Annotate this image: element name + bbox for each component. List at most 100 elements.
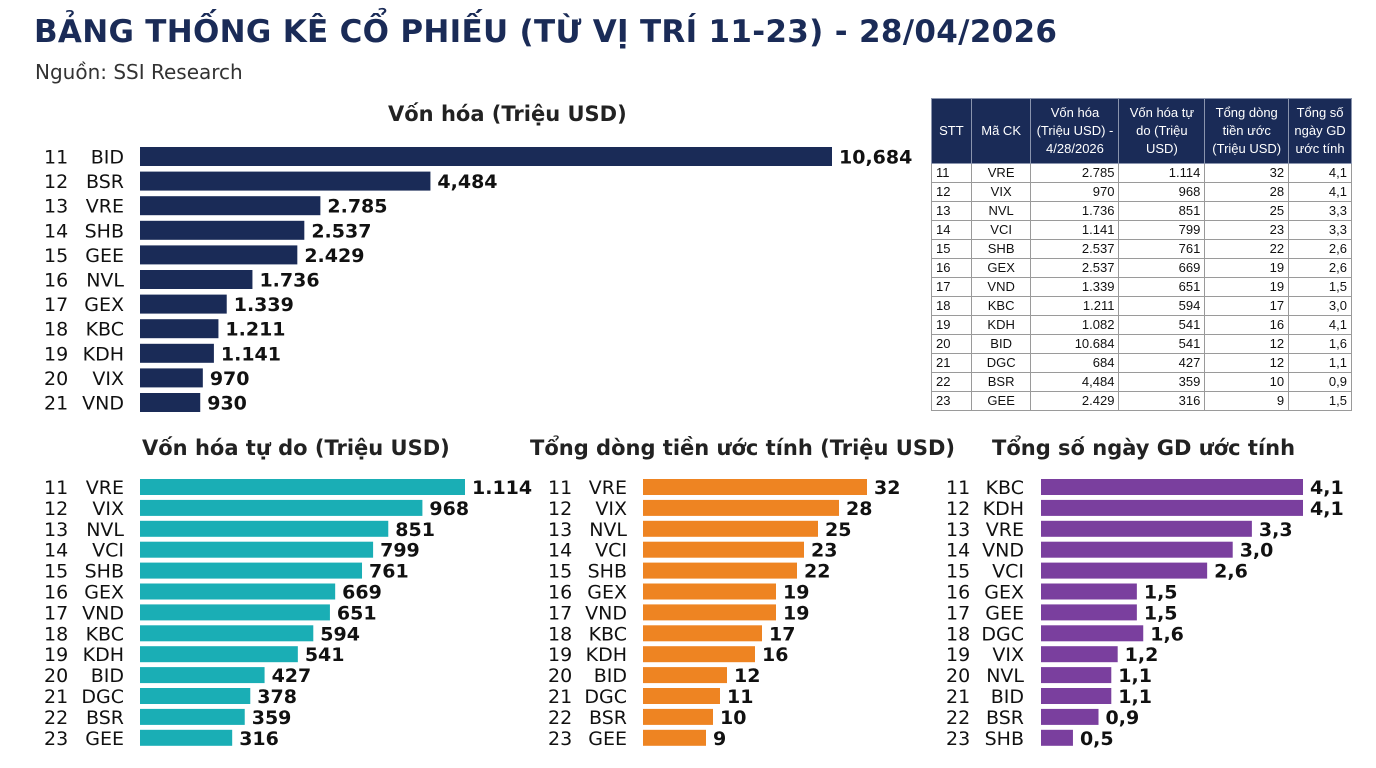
rank-label: 13 [548, 519, 572, 541]
table-cell: 19 [931, 315, 972, 335]
table-row: 22 BSR 4,484 359 10 0,9 [931, 372, 1352, 392]
ticker-label: NVL [589, 519, 627, 541]
table-cell: 1,6 [1288, 334, 1352, 354]
bar [140, 294, 227, 314]
ticker-label: VRE [86, 477, 124, 499]
ticker-label: VIX [92, 498, 124, 520]
summary-table: STT Mã CK Vốn hóa (Triệu USD) - 4/28/2026 V… [931, 98, 1352, 411]
value-label: 10 [720, 707, 746, 729]
table-cell: 2.429 [1030, 391, 1120, 411]
ticker-label: BID [91, 147, 124, 169]
table-cell: 3,3 [1288, 201, 1352, 221]
table-header-cell: Mã CK [970, 98, 1032, 164]
rank-label: 23 [44, 728, 68, 750]
bar [140, 520, 389, 537]
table-cell: VCI [970, 220, 1032, 240]
bar [140, 171, 431, 191]
bar-chart-3: 11 VRE 32 12 VIX 28 13 NVL 25 14 VCI 23 15 SHB 22 16 GEX… [548, 477, 900, 750]
table-cell: 799 [1118, 220, 1206, 240]
table-cell: 28 [1204, 182, 1290, 202]
table-row: 19 KDH 1.082 541 16 4,1 [931, 315, 1352, 335]
value-label: 1,1 [1118, 665, 1152, 687]
table-cell: 2,6 [1288, 239, 1352, 259]
table-cell: 17 [1204, 296, 1290, 316]
rank-label: 19 [548, 644, 572, 666]
value-label: 1,1 [1118, 686, 1152, 708]
bar [140, 270, 253, 289]
table-cell: 12 [1204, 334, 1290, 354]
table-cell: 25 [1204, 201, 1290, 221]
bar [140, 368, 203, 388]
ticker-label: KDH [983, 498, 1024, 520]
value-label: 16 [762, 644, 788, 666]
rank-label: 21 [44, 393, 68, 415]
value-label: 9 [713, 728, 726, 750]
table-cell: 16 [931, 258, 972, 278]
table-header-cell: Vốn hóa (Triệu USD) - 4/28/2026 [1030, 98, 1120, 164]
ticker-label: VIX [595, 498, 627, 520]
table-cell: 4,1 [1288, 315, 1352, 335]
value-label: 427 [272, 665, 312, 687]
table-cell: 19 [1204, 258, 1290, 278]
table-cell: 10 [1204, 372, 1290, 392]
rank-label: 16 [44, 582, 68, 604]
value-label: 970 [210, 368, 250, 390]
chart-title-dong-tien: Tổng dòng tiền ước tính (Triệu USD) [530, 436, 956, 460]
bar [140, 646, 298, 663]
value-label: 1.141 [221, 343, 281, 365]
value-label: 23 [811, 540, 837, 562]
table-cell: 1.114 [1118, 163, 1206, 183]
value-label: 594 [320, 623, 360, 645]
rank-label: 20 [548, 665, 572, 687]
table-cell: 970 [1030, 182, 1120, 202]
ticker-label: BSR [86, 707, 124, 729]
bar [1041, 479, 1303, 495]
table-cell: 541 [1118, 315, 1206, 335]
table-cell: 22 [931, 372, 972, 392]
ticker-label: NVL [86, 519, 124, 541]
rank-label: 20 [44, 665, 68, 687]
table-cell: 541 [1118, 334, 1206, 354]
table-cell: 23 [931, 391, 972, 411]
table-cell: 23 [1204, 220, 1290, 240]
value-label: 22 [804, 561, 830, 583]
ticker-label: GEE [85, 245, 124, 267]
table-cell: 10.684 [1030, 334, 1120, 354]
rank-label: 22 [946, 707, 970, 729]
table-cell: 669 [1118, 258, 1206, 278]
table-cell: 9 [1204, 391, 1290, 411]
table-cell: 4,1 [1288, 163, 1352, 183]
rank-label: 18 [44, 319, 68, 341]
bar [1041, 520, 1252, 537]
rank-label: 19 [44, 644, 68, 666]
bar [140, 196, 321, 216]
ticker-label: SHB [85, 561, 124, 583]
rank-label: 13 [44, 196, 68, 218]
ticker-label: BSR [589, 707, 627, 729]
value-label: 651 [337, 602, 377, 624]
ticker-label: GEE [985, 602, 1024, 624]
bar [140, 688, 251, 704]
rank-label: 14 [44, 220, 68, 242]
ticker-label: KBC [986, 477, 1024, 499]
table-row: 18 KBC 1.211 594 17 3,0 [931, 296, 1352, 316]
bar [140, 499, 423, 516]
value-label: 1.339 [234, 294, 294, 316]
rank-label: 14 [44, 540, 68, 562]
value-label: 1,6 [1150, 623, 1184, 645]
table-cell: BSR [970, 372, 1032, 392]
value-label: 3,0 [1240, 540, 1274, 562]
bar [1041, 708, 1099, 725]
bar [643, 562, 797, 579]
bar [643, 520, 818, 537]
rank-label: 16 [44, 270, 68, 292]
rank-label: 11 [946, 477, 970, 499]
bar [643, 729, 706, 746]
table-header-cell: Tổng số ngày GD ước tính [1288, 98, 1352, 164]
value-label: 851 [395, 519, 435, 541]
rank-label: 15 [946, 561, 970, 583]
value-label: 968 [429, 498, 469, 520]
rank-label: 11 [44, 147, 68, 169]
table-header-cell: Tổng dòng tiền ước (Triệu USD) [1204, 98, 1290, 164]
table-cell: 16 [1204, 315, 1290, 335]
